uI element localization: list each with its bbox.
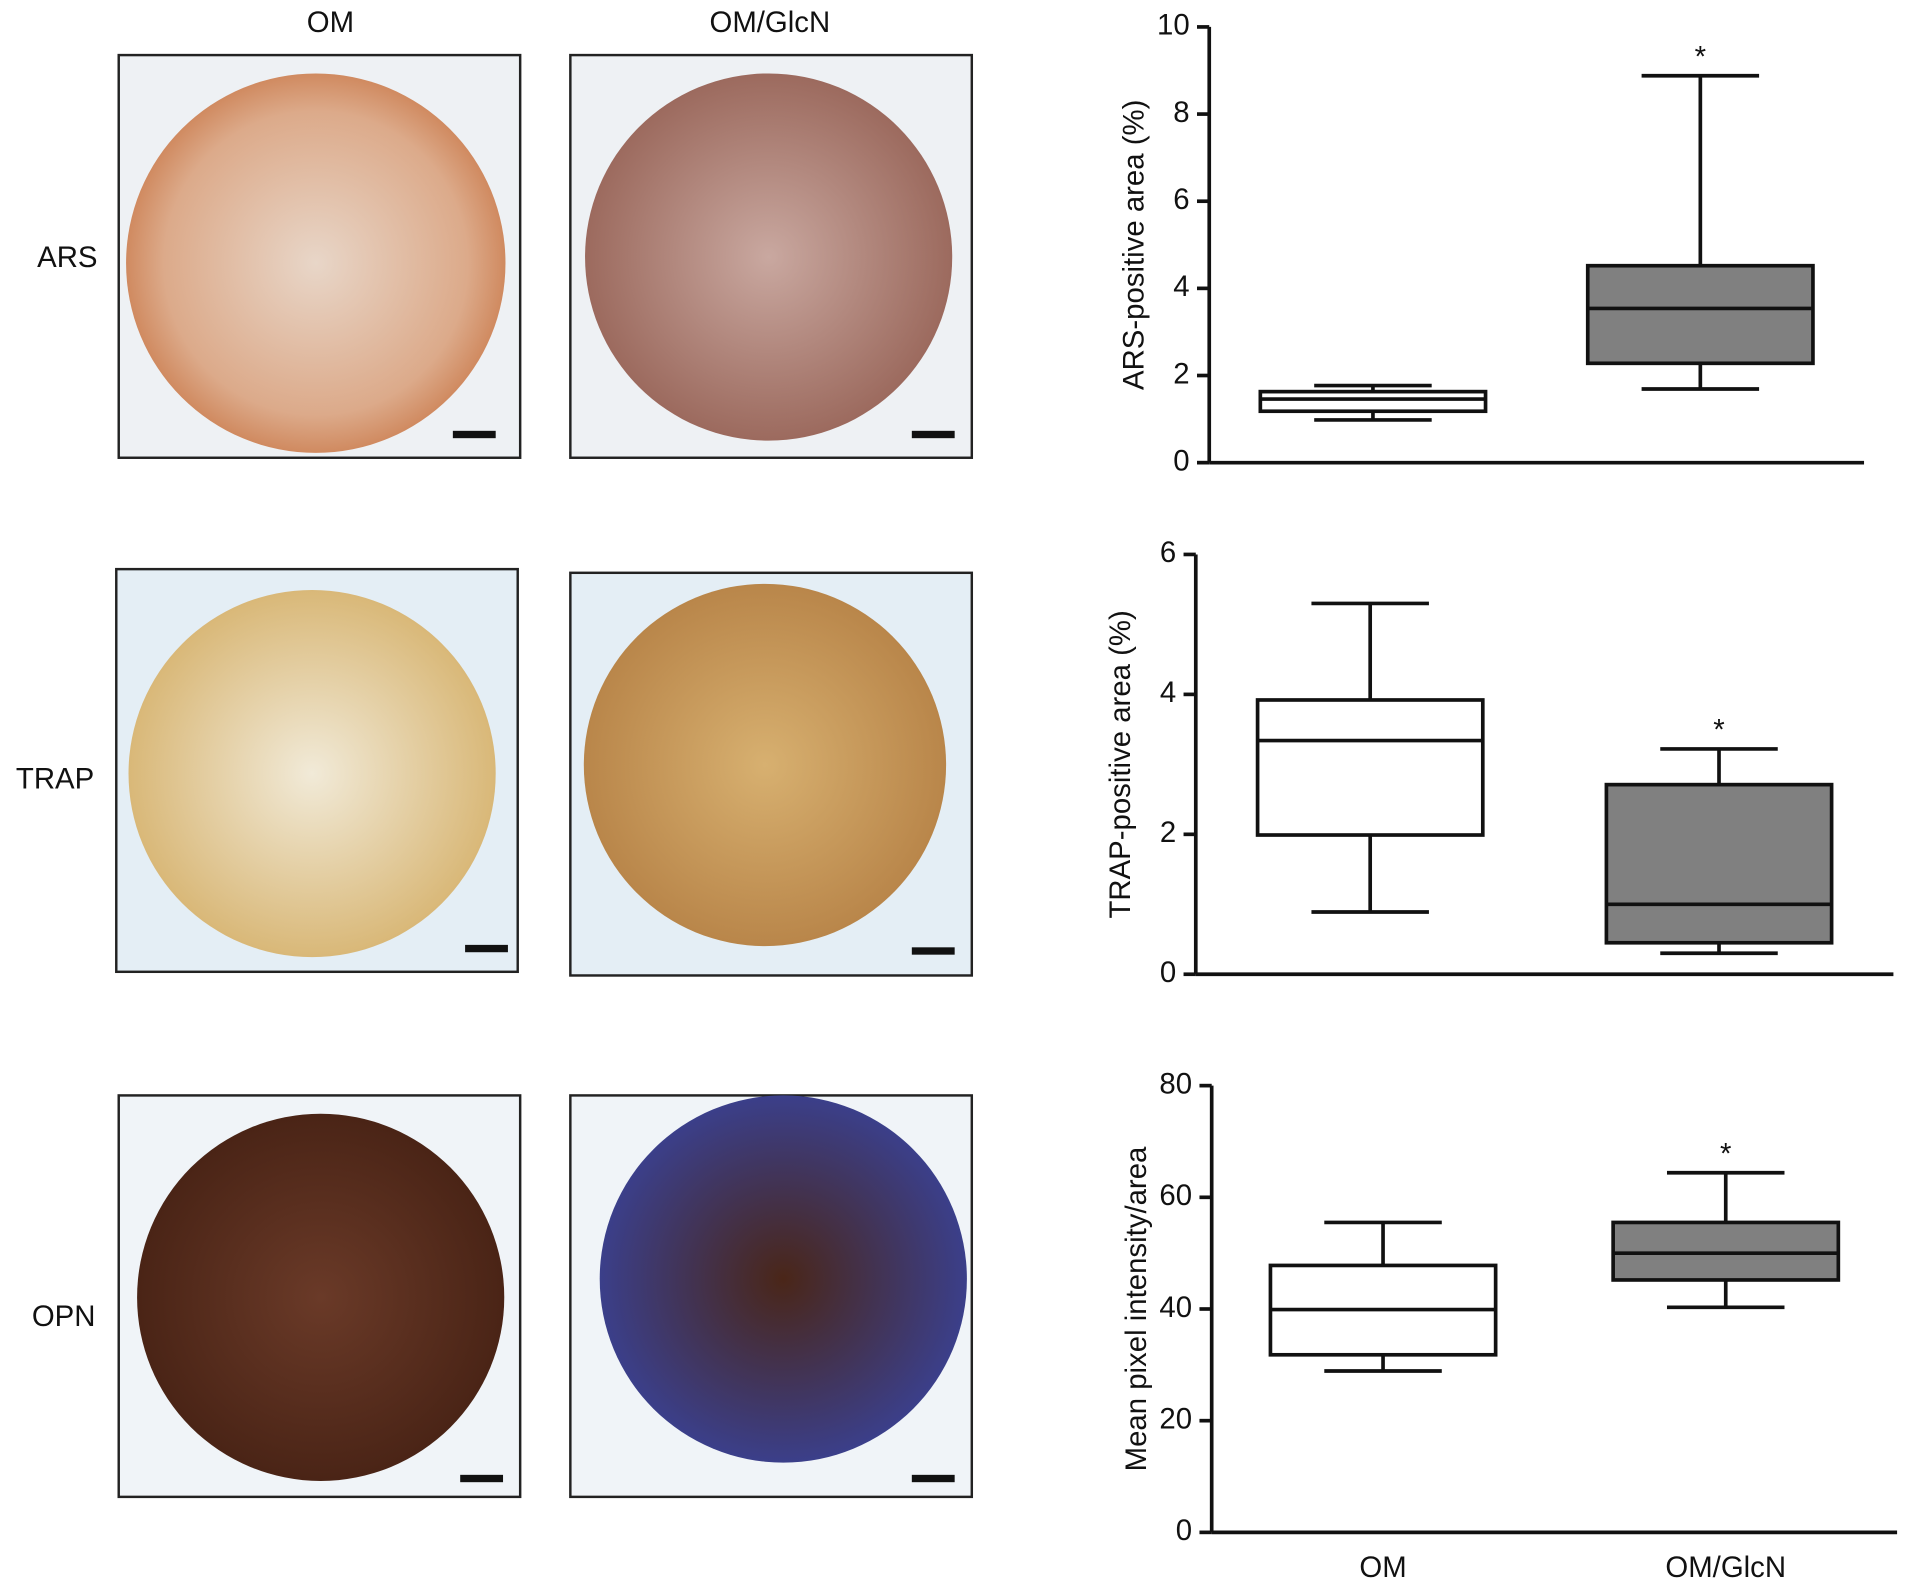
significance-marker: * xyxy=(1695,40,1706,73)
x-tick-label: OM/GlcN xyxy=(1665,1551,1786,1584)
y-tick-label: 4 xyxy=(1173,270,1189,303)
tissue xyxy=(585,73,953,441)
scale-bar xyxy=(452,430,496,439)
scale-bars xyxy=(452,430,955,1483)
y-tick-label: 40 xyxy=(1159,1291,1192,1324)
significance-marker: * xyxy=(1720,1137,1731,1170)
box xyxy=(1255,698,1485,837)
y-axis-label: ARS-positive area (%) xyxy=(1118,100,1151,390)
x-tick-label: OM xyxy=(1359,1551,1406,1584)
row-label: OPN xyxy=(32,1300,96,1333)
tissue xyxy=(137,1113,505,1481)
row-label: ARS xyxy=(37,241,97,274)
significance-marker: * xyxy=(1713,714,1724,747)
scale-bar xyxy=(911,947,955,955)
box xyxy=(1585,263,1815,366)
y-tick-label: 10 xyxy=(1157,9,1190,42)
y-tick-label: 20 xyxy=(1159,1402,1192,1435)
row-label: TRAP xyxy=(16,763,94,796)
scale-bar xyxy=(911,430,955,439)
scale-bar xyxy=(465,944,508,953)
y-axis-label: TRAP-positive area (%) xyxy=(1104,610,1137,918)
box xyxy=(1258,389,1488,414)
y-tick-label: 80 xyxy=(1159,1067,1192,1100)
y-tick-label: 8 xyxy=(1173,96,1189,129)
y-tick-label: 60 xyxy=(1159,1179,1192,1212)
box xyxy=(1604,782,1834,945)
tissue xyxy=(583,583,947,947)
y-tick-label: 2 xyxy=(1173,357,1189,390)
tissue xyxy=(599,1095,967,1463)
y-tick-label: 4 xyxy=(1160,676,1176,709)
column-header: OM xyxy=(307,6,354,39)
scale-bar xyxy=(911,1474,955,1483)
micrographs xyxy=(115,53,974,1499)
y-tick-label: 0 xyxy=(1173,444,1189,477)
y-axis-label: Mean pixel intensity/area xyxy=(1120,1146,1153,1471)
y-tick-label: 6 xyxy=(1160,536,1176,569)
tissue xyxy=(126,73,506,453)
box xyxy=(1611,1220,1841,1282)
tissue xyxy=(128,589,496,958)
column-header: OM/GlcN xyxy=(709,6,830,39)
y-tick-label: 2 xyxy=(1160,816,1176,849)
scale-bar xyxy=(460,1474,504,1483)
y-tick-label: 0 xyxy=(1160,956,1176,989)
y-tick-label: 6 xyxy=(1173,183,1189,216)
y-tick-label: 0 xyxy=(1176,1514,1192,1547)
